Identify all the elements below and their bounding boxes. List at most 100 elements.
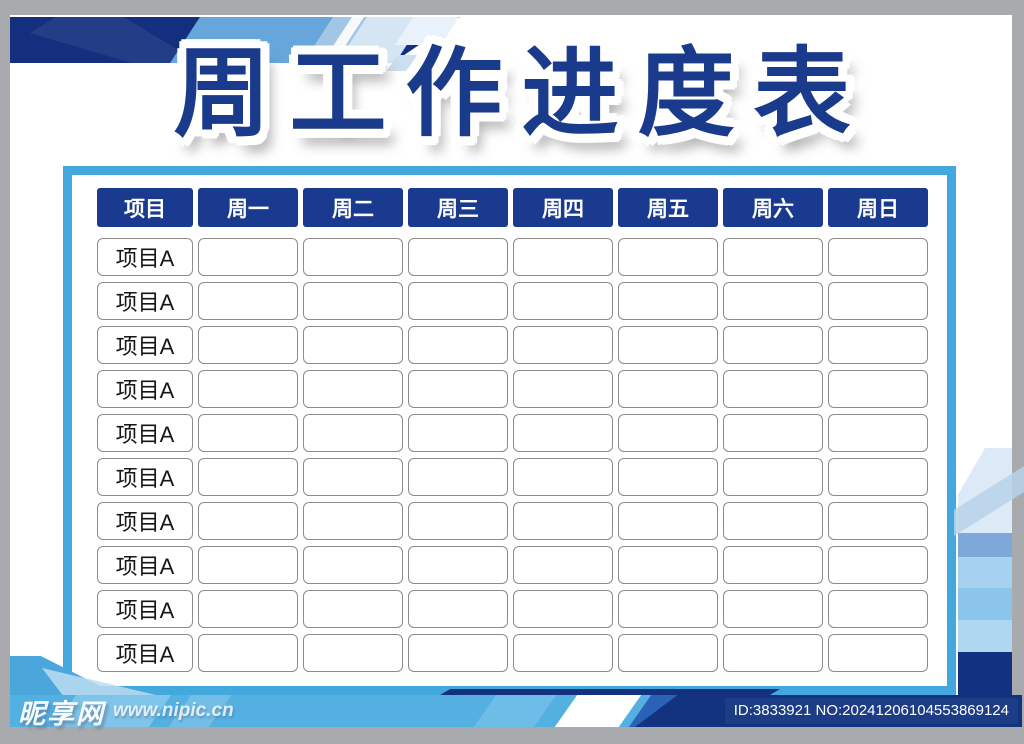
day-cell-saturday (723, 414, 823, 452)
table-row: 项目A (97, 282, 928, 320)
row-label: 项目A (97, 502, 193, 540)
day-cell-sunday (828, 590, 928, 628)
table-row: 项目A (97, 502, 928, 540)
day-cell-sunday (828, 238, 928, 276)
day-cell-wednesday (408, 502, 508, 540)
day-cell-wednesday (408, 634, 508, 672)
header-cell-thursday: 周四 (513, 188, 613, 227)
day-cell-monday (198, 458, 298, 496)
table-row: 项目A (97, 590, 928, 628)
footer-light-slash (473, 695, 557, 727)
day-cell-friday (618, 370, 718, 408)
day-cell-monday (198, 634, 298, 672)
day-cell-saturday (723, 546, 823, 584)
footer-navy-band: ID:3833921 NO:20241206104553869124 (635, 695, 1022, 727)
table-row: 项目A (97, 370, 928, 408)
day-cell-tuesday (303, 326, 403, 364)
right-stripe-decoration (954, 448, 1024, 700)
day-cell-thursday (513, 546, 613, 584)
day-cell-tuesday (303, 282, 403, 320)
row-label: 项目A (97, 634, 193, 672)
table-row: 项目A (97, 238, 928, 276)
header-cell-sunday: 周日 (828, 188, 928, 227)
day-cell-thursday (513, 590, 613, 628)
day-cell-tuesday (303, 502, 403, 540)
table-header-row: 项目 周一 周二 周三 周四 周五 周六 周日 (97, 188, 928, 227)
header-cell-tuesday: 周二 (303, 188, 403, 227)
day-cell-thursday (513, 502, 613, 540)
day-cell-sunday (828, 282, 928, 320)
day-cell-thursday (513, 414, 613, 452)
day-cell-monday (198, 326, 298, 364)
row-label: 项目A (97, 282, 193, 320)
header-cell-project: 项目 (97, 188, 193, 227)
day-cell-tuesday (303, 238, 403, 276)
day-cell-monday (198, 546, 298, 584)
day-cell-sunday (828, 634, 928, 672)
day-cell-tuesday (303, 370, 403, 408)
stripe-light-blue-3 (958, 620, 1012, 652)
day-cell-sunday (828, 502, 928, 540)
day-cell-wednesday (408, 370, 508, 408)
day-cell-thursday (513, 238, 613, 276)
day-cell-sunday (828, 458, 928, 496)
row-label: 项目A (97, 326, 193, 364)
row-label: 项目A (97, 590, 193, 628)
watermark-site-name: 昵享网 (18, 698, 105, 729)
table-row: 项目A (97, 546, 928, 584)
stripe-light-blue-2 (958, 588, 1012, 620)
day-cell-tuesday (303, 414, 403, 452)
stripe-navy-block (958, 652, 1012, 700)
day-cell-monday (198, 590, 298, 628)
day-cell-friday (618, 414, 718, 452)
day-cell-wednesday (408, 546, 508, 584)
day-cell-wednesday (408, 326, 508, 364)
image-id-text: ID:3833921 NO:20241206104553869124 (724, 698, 1018, 724)
day-cell-saturday (723, 590, 823, 628)
header-cell-wednesday: 周三 (408, 188, 508, 227)
day-cell-sunday (828, 414, 928, 452)
day-cell-monday (198, 282, 298, 320)
watermark-site-url: www.nipic.cn (113, 700, 234, 721)
day-cell-wednesday (408, 414, 508, 452)
day-cell-friday (618, 458, 718, 496)
day-cell-monday (198, 238, 298, 276)
footer-bar: ID:3833921 NO:20241206104553869124 (10, 689, 1022, 727)
day-cell-sunday (828, 326, 928, 364)
day-cell-wednesday (408, 590, 508, 628)
row-label: 项目A (97, 414, 193, 452)
row-label: 项目A (97, 458, 193, 496)
stripe-light-blue-1 (958, 557, 1012, 588)
day-cell-tuesday (303, 546, 403, 584)
day-cell-wednesday (408, 458, 508, 496)
table-row: 项目A (97, 414, 928, 452)
day-cell-saturday (723, 502, 823, 540)
day-cell-saturday (723, 458, 823, 496)
table-row: 项目A (97, 458, 928, 496)
row-label: 项目A (97, 546, 193, 584)
row-label: 项目A (97, 238, 193, 276)
watermark: 昵享网 www.nipic.cn (18, 695, 234, 729)
day-cell-friday (618, 238, 718, 276)
table-row: 项目A (97, 634, 928, 672)
day-cell-tuesday (303, 458, 403, 496)
day-cell-sunday (828, 546, 928, 584)
day-cell-saturday (723, 282, 823, 320)
day-cell-friday (618, 502, 718, 540)
header-cell-saturday: 周六 (723, 188, 823, 227)
day-cell-saturday (723, 238, 823, 276)
day-cell-monday (198, 502, 298, 540)
day-cell-thursday (513, 634, 613, 672)
day-cell-saturday (723, 370, 823, 408)
stripe-medium-blue (958, 533, 1012, 557)
table-rows: 项目A 项目A 项目A (97, 238, 928, 672)
day-cell-thursday (513, 370, 613, 408)
day-cell-wednesday (408, 282, 508, 320)
day-cell-wednesday (408, 238, 508, 276)
day-cell-friday (618, 634, 718, 672)
day-cell-tuesday (303, 590, 403, 628)
footer-navy-line (440, 689, 780, 695)
table-row: 项目A (97, 326, 928, 364)
day-cell-saturday (723, 634, 823, 672)
